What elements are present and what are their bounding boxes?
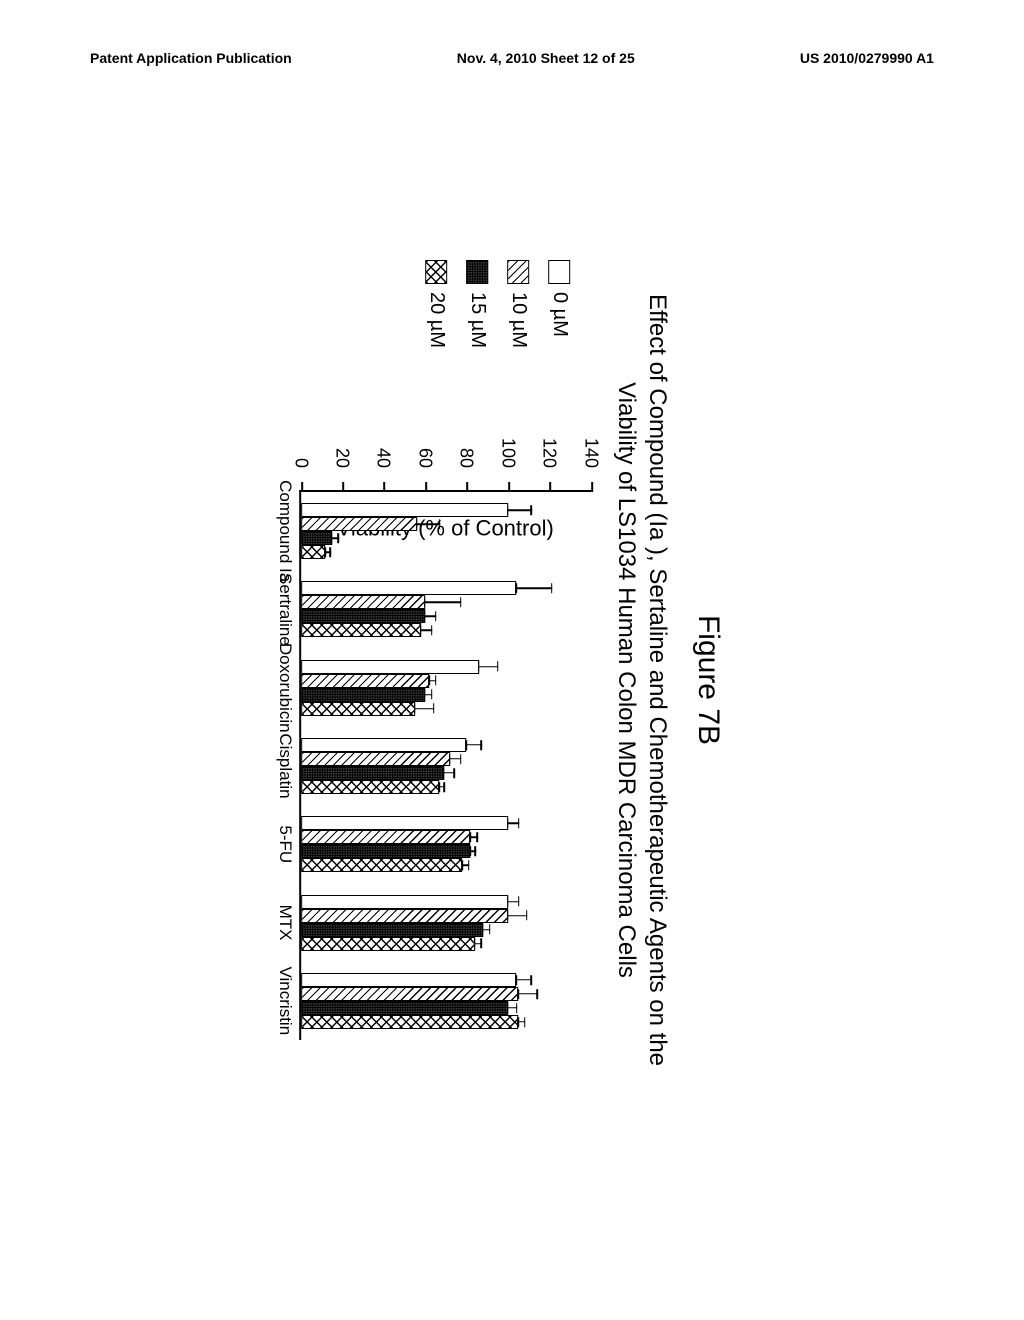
y-tick: 140	[591, 482, 593, 492]
y-tick: 40	[384, 482, 386, 492]
bar	[301, 923, 483, 937]
figure-container: Figure 7B Effect of Compound (Ia ), Sert…	[299, 230, 725, 1130]
y-tick: 80	[467, 482, 469, 492]
header-center: Nov. 4, 2010 Sheet 12 of 25	[457, 50, 635, 66]
figure-title-line-1: Effect of Compound (Ia ), Sertaline and …	[644, 294, 671, 1066]
legend-label: 0 µM	[548, 292, 571, 337]
x-category-label: Doxorubicin	[275, 643, 295, 733]
bar	[301, 595, 425, 609]
y-tick-label: 80	[456, 448, 477, 468]
bar	[301, 503, 508, 517]
x-category-label: Vincristin	[275, 967, 295, 1036]
page-header: Patent Application Publication Nov. 4, 2…	[0, 0, 1024, 66]
bar	[301, 752, 450, 766]
bar	[301, 1001, 508, 1015]
chart: 0 µM10 µM15 µM20 µM Viability (% of Cont…	[299, 260, 591, 1040]
bar-group: Compound Ia	[301, 492, 591, 570]
y-tick-label: 20	[332, 448, 353, 468]
figure-label: Figure 7B	[691, 230, 725, 1130]
legend-label: 20 µM	[425, 292, 448, 348]
bar	[301, 1015, 519, 1029]
bar-group: MTX	[301, 883, 591, 961]
bar-group: Vincristin	[301, 962, 591, 1040]
header-right: US 2010/0279990 A1	[800, 50, 934, 66]
bar	[301, 937, 475, 951]
legend-swatch	[548, 260, 570, 284]
legend-swatch	[425, 260, 447, 284]
y-tick-label: 0	[290, 458, 311, 468]
x-category-label: Cisplatin	[275, 733, 295, 798]
legend-item: 20 µM	[425, 260, 448, 348]
y-tick: 100	[508, 482, 510, 492]
y-tick: 20	[342, 482, 344, 492]
bar	[301, 844, 471, 858]
y-tick: 0	[301, 482, 303, 492]
bar	[301, 581, 516, 595]
y-tick-label: 140	[580, 438, 601, 468]
legend-swatch	[466, 260, 488, 284]
x-category-label: Compound Ia	[275, 480, 295, 582]
y-tick: 120	[549, 482, 551, 492]
bar-group: Doxorubicin	[301, 649, 591, 727]
legend: 0 µM 10 µM 15 µM 20 µM	[407, 260, 571, 348]
bar	[301, 780, 440, 794]
bar	[301, 830, 471, 844]
y-tick-label: 120	[539, 438, 560, 468]
x-category-label: Sertraline	[275, 573, 295, 646]
y-tick-label: 100	[497, 438, 518, 468]
legend-label: 10 µM	[507, 292, 530, 348]
legend-item: 15 µM	[466, 260, 489, 348]
x-category-label: MTX	[275, 905, 295, 941]
bar	[301, 816, 508, 830]
bar	[301, 895, 508, 909]
bar	[301, 517, 417, 531]
bar	[301, 545, 326, 559]
y-tick-label: 40	[373, 448, 394, 468]
bar	[301, 738, 467, 752]
bar	[301, 609, 425, 623]
x-category-label: 5-FU	[275, 825, 295, 863]
bar	[301, 702, 415, 716]
bar	[301, 858, 463, 872]
bar	[301, 987, 519, 1001]
bar-group: Sertraline	[301, 570, 591, 648]
figure-title-line-2: Viability of LS1034 Human Colon MDR Carc…	[613, 382, 640, 978]
legend-label: 15 µM	[466, 292, 489, 348]
legend-item: 0 µM	[548, 260, 571, 348]
bar-groups: Compound IaSertralineDoxorubicinCisplati…	[301, 492, 591, 1040]
legend-item: 10 µM	[507, 260, 530, 348]
plot-area: 020406080100120140 Compound IaSertraline…	[299, 490, 591, 1040]
bar-group: Cisplatin	[301, 727, 591, 805]
bar	[301, 973, 516, 987]
bar	[301, 766, 444, 780]
bar	[301, 623, 421, 637]
legend-swatch	[507, 260, 529, 284]
header-left: Patent Application Publication	[90, 50, 292, 66]
bar	[301, 688, 425, 702]
y-tick: 60	[425, 482, 427, 492]
bar	[301, 674, 429, 688]
bar	[301, 531, 332, 545]
bar	[301, 660, 479, 674]
bar-group: 5-FU	[301, 805, 591, 883]
y-tick-label: 60	[415, 448, 436, 468]
figure-title: Effect of Compound (Ia ), Sertaline and …	[611, 230, 673, 1130]
bar	[301, 909, 508, 923]
